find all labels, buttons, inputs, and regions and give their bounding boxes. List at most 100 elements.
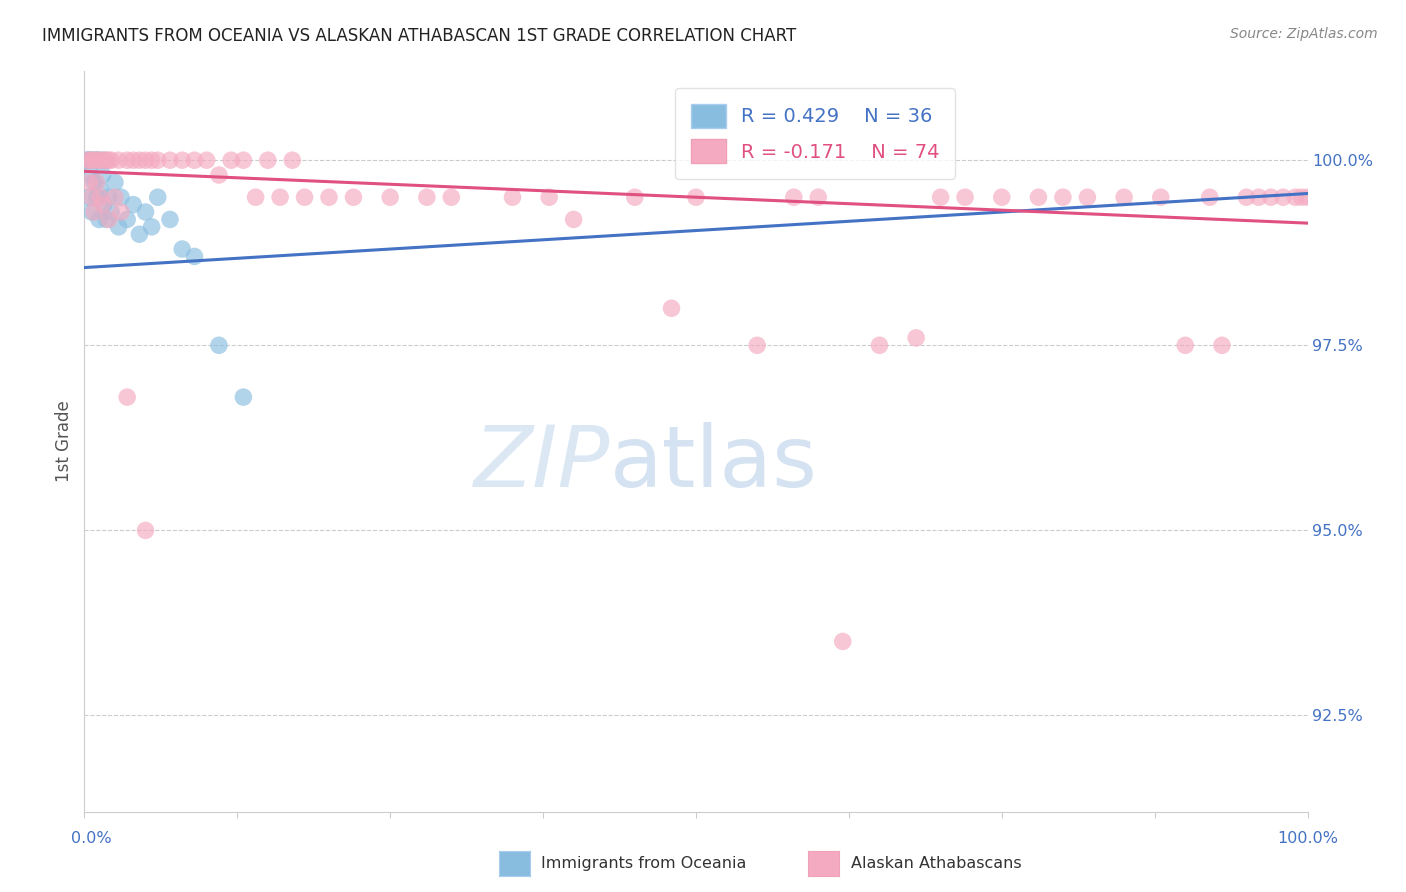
Point (87, 153, 110, 168)
Text: 100.0%: 100.0% (1277, 831, 1339, 846)
Point (183, 153, 205, 168)
Point (562, 212, 585, 227)
Point (869, 338, 891, 352)
Point (929, 190, 952, 204)
Point (294, 190, 316, 204)
Point (1296, 190, 1319, 204)
Legend: R = 0.429    N = 36, R = -0.171    N = 74: R = 0.429 N = 36, R = -0.171 N = 74 (675, 88, 955, 178)
Point (97, 212, 120, 227)
Point (141, 219, 163, 234)
Point (77, 190, 100, 204)
Point (269, 190, 291, 204)
Point (110, 190, 132, 204)
Point (128, 153, 150, 168)
Point (318, 190, 340, 204)
Point (1211, 338, 1233, 352)
Point (538, 190, 561, 204)
Point (100, 153, 122, 168)
Point (79, 168, 101, 182)
Point (502, 190, 524, 204)
Point (86, 153, 108, 168)
Point (86, 190, 108, 204)
Point (172, 242, 194, 256)
Point (219, 153, 242, 168)
Point (122, 153, 145, 168)
Text: ZIP: ZIP (474, 422, 610, 505)
Point (104, 190, 127, 204)
Point (281, 153, 304, 168)
Text: Alaskan Athabascans: Alaskan Athabascans (851, 856, 1021, 871)
Point (91, 153, 114, 168)
Point (83, 176, 105, 190)
Point (77, 153, 100, 168)
Point (183, 250, 205, 264)
Point (84, 153, 107, 168)
Point (159, 153, 181, 168)
Point (79, 153, 101, 168)
Point (1260, 190, 1282, 204)
Point (107, 219, 129, 234)
Point (159, 212, 181, 227)
Point (135, 205, 157, 219)
Point (232, 153, 254, 168)
Point (122, 197, 145, 211)
Point (1198, 190, 1220, 204)
Point (807, 190, 830, 204)
Point (80, 205, 103, 219)
Point (661, 301, 683, 316)
Point (440, 190, 463, 204)
Point (831, 634, 853, 648)
Point (77, 176, 100, 190)
Point (1236, 190, 1258, 204)
Point (94, 153, 117, 168)
Text: IMMIGRANTS FROM OCEANIA VS ALASKAN ATHABASCAN 1ST GRADE CORRELATION CHART: IMMIGRANTS FROM OCEANIA VS ALASKAN ATHAB… (42, 27, 796, 45)
Point (91, 197, 114, 211)
Point (97, 153, 120, 168)
Point (146, 190, 169, 204)
Point (96, 153, 118, 168)
Point (685, 190, 707, 204)
Point (1272, 190, 1295, 204)
Point (342, 190, 364, 204)
Point (97, 190, 120, 204)
Point (77, 153, 100, 168)
Point (991, 190, 1014, 204)
Point (1174, 338, 1197, 352)
Point (208, 168, 231, 182)
Point (1076, 190, 1098, 204)
Point (953, 190, 976, 204)
Point (416, 190, 439, 204)
Point (1052, 190, 1074, 204)
Point (89, 183, 111, 197)
Point (93, 197, 115, 211)
Point (1028, 190, 1050, 204)
Point (747, 338, 769, 352)
Point (104, 176, 127, 190)
Point (1150, 190, 1173, 204)
Text: Source: ZipAtlas.com: Source: ZipAtlas.com (1230, 27, 1378, 41)
Point (905, 331, 928, 345)
Point (107, 153, 129, 168)
Point (1114, 190, 1136, 204)
Point (146, 153, 169, 168)
Point (783, 190, 806, 204)
Point (86, 153, 108, 168)
Point (83, 205, 105, 219)
Point (1291, 190, 1313, 204)
Point (87, 212, 110, 227)
Point (1247, 190, 1270, 204)
Point (128, 227, 150, 242)
Point (208, 338, 231, 352)
Point (195, 153, 218, 168)
Point (87, 153, 110, 168)
Point (115, 390, 138, 404)
Point (89, 190, 111, 204)
Point (115, 212, 138, 227)
Point (80, 190, 103, 204)
Point (232, 390, 254, 404)
Point (135, 153, 157, 168)
Point (100, 205, 122, 219)
Point (257, 153, 280, 168)
Point (86, 176, 108, 190)
Point (79, 153, 101, 168)
